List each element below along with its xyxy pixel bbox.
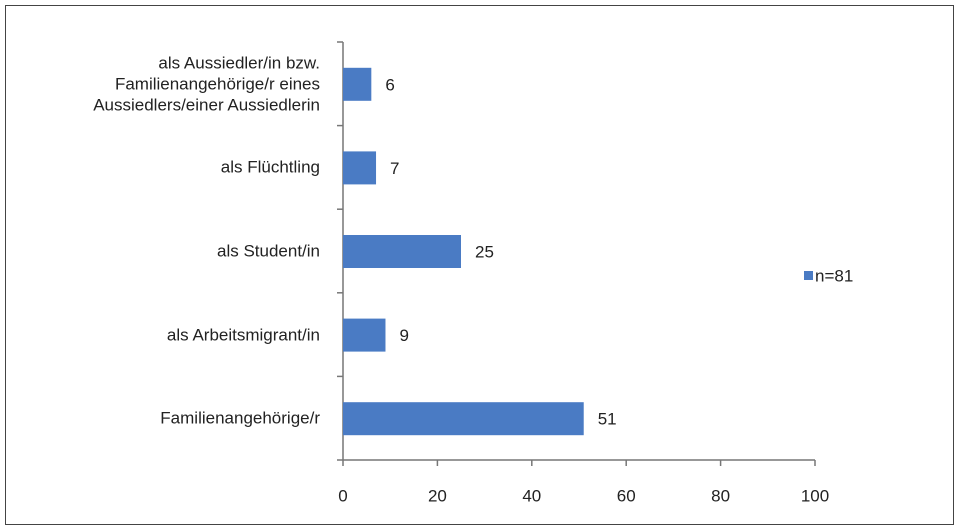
x-tick-label: 60 bbox=[617, 486, 636, 505]
value-label: 51 bbox=[598, 410, 617, 429]
bar bbox=[343, 402, 584, 436]
y-tick-label: als Flüchtling bbox=[220, 157, 320, 177]
legend-swatch bbox=[804, 271, 813, 280]
y-tick-label: als Student/in bbox=[216, 241, 320, 261]
legend-label: n=81 bbox=[815, 266, 853, 285]
value-label: 7 bbox=[390, 159, 399, 178]
plot: 0 20 40 60 80 100 6 7 25 9 51 n=81 bbox=[337, 41, 853, 505]
chart: 0 20 40 60 80 100 6 7 25 9 51 n=81 als Aussiedler/i… bbox=[5, 5, 954, 525]
bar bbox=[343, 235, 461, 268]
y-tick-label: als Arbeitsmigrant/in bbox=[166, 325, 320, 345]
value-label: 9 bbox=[399, 326, 408, 345]
bar bbox=[343, 67, 372, 101]
x-tick-label: 40 bbox=[522, 486, 541, 505]
bar bbox=[343, 318, 386, 352]
value-label: 25 bbox=[475, 242, 494, 261]
y-tick-label: Familienangehörige/r bbox=[160, 408, 320, 428]
x-tick-label: 0 bbox=[338, 486, 347, 505]
x-tick-label: 20 bbox=[428, 486, 447, 505]
bar bbox=[343, 151, 377, 185]
x-tick-label: 100 bbox=[801, 486, 829, 505]
value-label: 6 bbox=[385, 75, 394, 94]
y-tick-label: als Aussiedler/in bzw. Familienangehörig… bbox=[93, 53, 320, 115]
x-tick-label: 80 bbox=[711, 486, 730, 505]
